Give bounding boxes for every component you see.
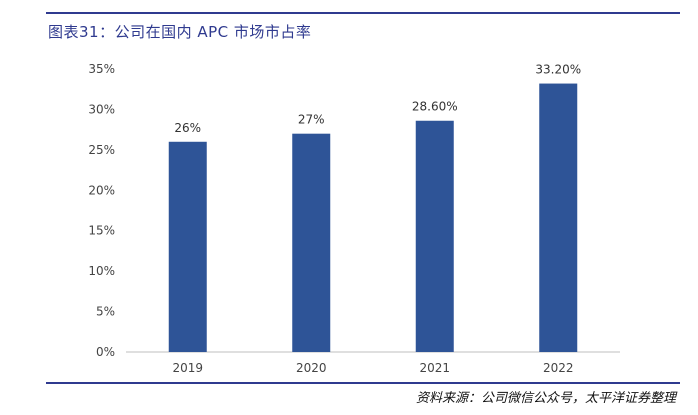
x-tick-label: 2022	[543, 361, 574, 375]
y-tick-label: 5%	[96, 305, 115, 319]
bar-2020	[292, 133, 331, 352]
bottom-rule	[46, 382, 680, 384]
data-label: 28.60%	[412, 100, 458, 114]
x-tick-label: 2019	[172, 361, 203, 375]
top-rule	[46, 12, 680, 14]
data-label: 27%	[298, 113, 325, 127]
source-note: 资料来源：公司微信公众号，太平洋证券整理	[415, 391, 676, 406]
data-label: 33.20%	[535, 63, 581, 77]
y-tick-label: 25%	[88, 143, 115, 157]
y-tick-label: 10%	[88, 264, 115, 278]
data-label: 26%	[174, 121, 201, 135]
x-tick-label: 2020	[296, 361, 327, 375]
bar-2021	[415, 120, 454, 353]
y-tick-label: 20%	[88, 183, 115, 197]
bar-2022	[539, 83, 578, 352]
y-tick-label: 35%	[88, 62, 115, 76]
figure-title: 图表31：公司在国内 APC 市场市占率	[48, 23, 312, 41]
bar-chart: 0% 5% 10% 15% 20% 25% 30% 35% 26% 2019 27% 2020 28.6…	[88, 62, 620, 375]
y-tick-label: 15%	[88, 224, 115, 238]
y-tick-label: 30%	[88, 102, 115, 116]
y-tick-label: 0%	[96, 345, 115, 359]
bar-2019	[168, 141, 207, 352]
x-tick-label: 2021	[419, 361, 450, 375]
